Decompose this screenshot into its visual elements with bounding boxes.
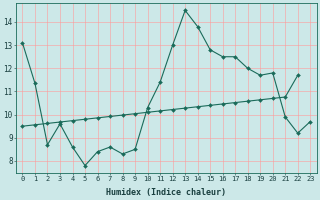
X-axis label: Humidex (Indice chaleur): Humidex (Indice chaleur) bbox=[106, 188, 226, 197]
